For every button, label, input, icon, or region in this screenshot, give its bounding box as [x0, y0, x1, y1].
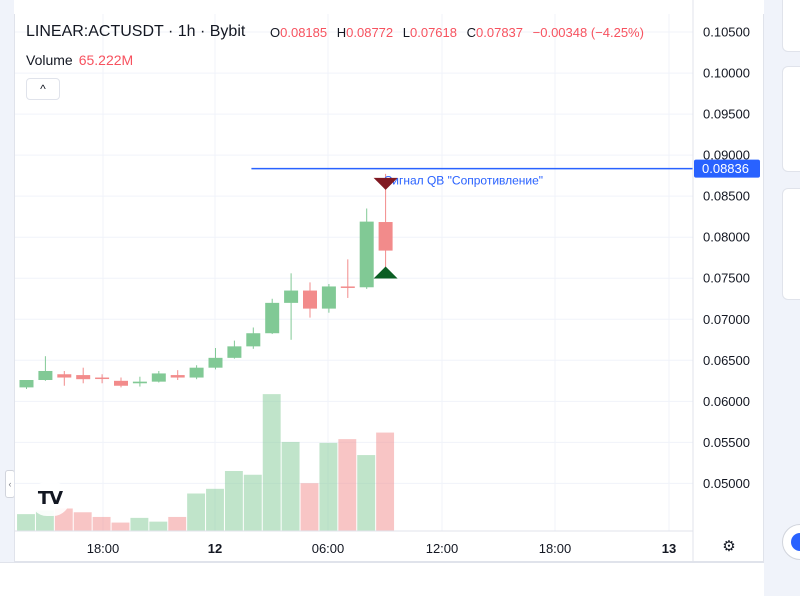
volume-bar: [243, 474, 262, 531]
candle-body: [19, 380, 34, 388]
volume-bar: [168, 516, 187, 531]
volume-bar: [187, 493, 206, 531]
price-tick-label: 0.07500: [703, 271, 750, 286]
volume-legend[interactable]: Volume 65.222M: [26, 52, 133, 68]
ohlc-high-value: 0.08772: [346, 25, 394, 40]
candle-body: [340, 286, 355, 288]
tradingview-logo[interactable]: TV: [30, 482, 70, 516]
candle-body: [265, 302, 280, 334]
price-tick-label: 0.09000: [703, 148, 750, 163]
volume-bar: [338, 439, 357, 531]
candle-body: [132, 381, 147, 384]
candle-body: [151, 373, 166, 382]
ohlc-readout: O0.08185 H0.08772 L0.07618 C0.07837 −0.0…: [270, 25, 650, 40]
ohlc-open-key: O: [270, 25, 281, 40]
right-panel-widget-3[interactable]: [782, 188, 800, 300]
ohlc-low-value: 0.07618: [410, 25, 457, 40]
price-tick-label: 0.05500: [703, 435, 750, 450]
chevron-up-icon: ^: [40, 82, 46, 96]
candle-body: [95, 377, 110, 380]
candle-body: [246, 333, 261, 347]
price-tick-label: 0.09500: [703, 107, 750, 122]
volume-bar: [319, 442, 338, 531]
volume-bar: [17, 514, 35, 531]
price-tick-label: 0.08500: [703, 189, 750, 204]
price-tick-label: 0.08000: [703, 230, 750, 245]
volume-bars: [17, 394, 395, 531]
volume-bar: [111, 522, 130, 531]
price-tick-label: 0.10500: [703, 25, 750, 40]
volume-bar: [73, 512, 92, 531]
time-tick-label: 13: [662, 541, 676, 556]
volume-bar: [300, 483, 319, 531]
candle-body: [57, 374, 72, 378]
ohlc-high-key: H: [336, 25, 347, 40]
ohlc-close-value: 0.07837: [476, 25, 524, 40]
time-tick-label: 12:00: [426, 541, 459, 556]
signal-up-triangle: [373, 266, 398, 279]
grid: [15, 14, 693, 531]
signal-label: Сигнал QB "Сопротивление": [384, 174, 543, 188]
line-price-label: 0.08836: [702, 161, 749, 176]
right-panel-widget-1[interactable]: [782, 0, 800, 52]
volume-value: 65.222M: [78, 52, 134, 68]
volume-bar: [357, 455, 376, 531]
gear-icon[interactable]: ⚙: [722, 538, 736, 555]
price-tick-label: 0.10000: [703, 66, 750, 81]
ohlc-change-value: −0.00348 (−4.25%): [532, 25, 644, 40]
candles: [19, 173, 393, 390]
symbol-title[interactable]: LINEAR:ACTUSDT · 1h · Bybit: [26, 23, 246, 40]
price-tick-label: 0.06500: [703, 353, 750, 368]
volume-bar: [224, 471, 243, 531]
fab-icon: [791, 533, 800, 551]
right-panel-widget-2[interactable]: [782, 66, 800, 172]
volume-bar: [149, 521, 168, 531]
candle-body: [378, 222, 393, 251]
time-tick-label: 06:00: [312, 541, 345, 556]
candle-body: [76, 375, 91, 380]
candle-body: [227, 346, 242, 358]
price-tick-label: 0.07000: [703, 312, 750, 327]
volume-bar: [262, 394, 281, 531]
candle-body: [170, 375, 185, 378]
chart-frame: [14, 14, 764, 562]
candle-body: [208, 357, 223, 368]
overlays: 0.08836 Сигнал QB "Сопротивление": [251, 159, 760, 279]
volume-bar: [92, 516, 111, 531]
time-tick-label: 18:00: [87, 541, 120, 556]
candle-body: [359, 221, 374, 288]
volume-bar: [281, 441, 300, 531]
ohlc-low-key: L: [402, 25, 410, 40]
line-price-label-bg: [694, 159, 760, 178]
volume-bar: [130, 517, 149, 531]
volume-bar: [206, 488, 224, 531]
candle-body: [284, 290, 299, 303]
volume-bar: [376, 432, 395, 531]
time-tick-label: 12: [208, 541, 222, 556]
bottom-bar: [0, 562, 800, 596]
time-tick-label: 18:00: [539, 541, 572, 556]
price-tick-label: 0.06000: [703, 394, 750, 409]
ohlc-close-key: C: [466, 25, 477, 40]
left-toolbar-edge: [0, 0, 14, 596]
signal-down-triangle: [373, 177, 398, 190]
collapse-legend-button[interactable]: ^: [26, 78, 60, 100]
candle-body: [38, 370, 53, 381]
ohlc-open-value: 0.08185: [280, 25, 328, 40]
candle-body: [321, 286, 336, 309]
candle-body: [114, 380, 128, 386]
price-tick-label: 0.05000: [703, 476, 750, 491]
candle-body: [303, 290, 317, 309]
right-side-panel: [764, 0, 800, 596]
volume-label: Volume: [26, 52, 73, 68]
axes: 0.10500 0.10000 0.09500 0.09000 0.08500 0.080…: [15, 0, 750, 562]
candle-body: [189, 367, 204, 378]
